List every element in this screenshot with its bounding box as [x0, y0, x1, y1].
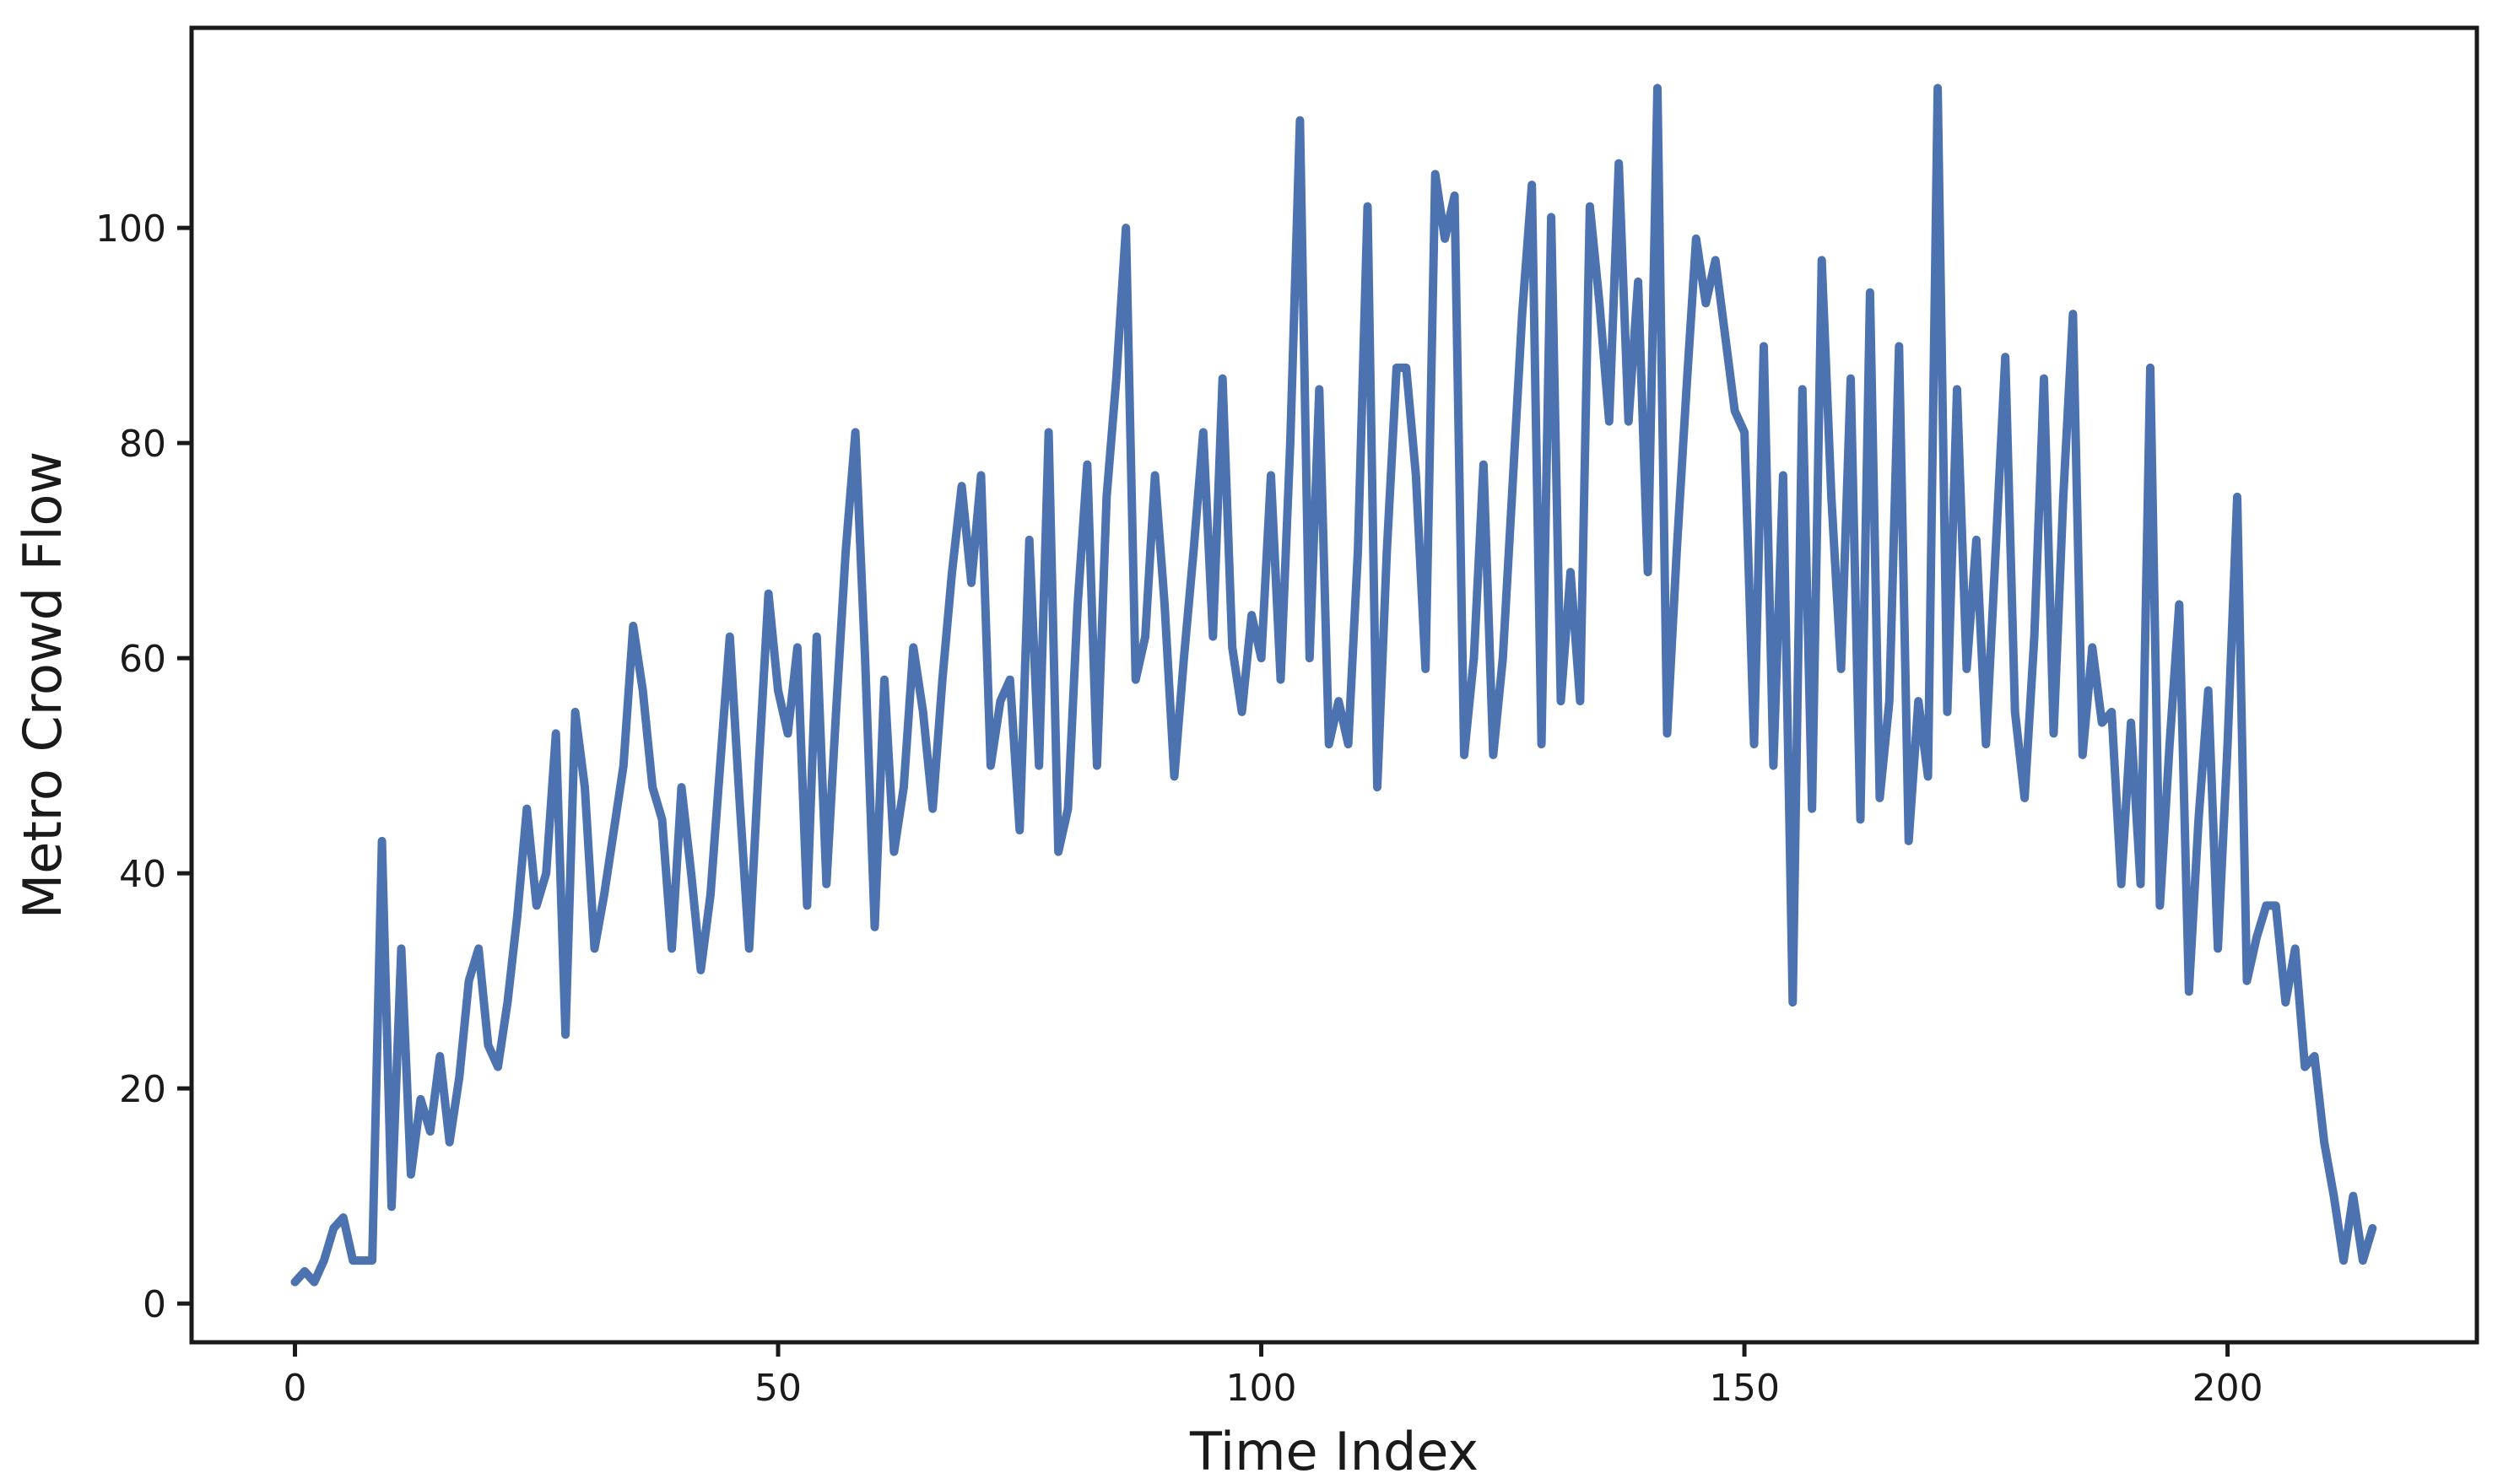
- x-axis-label: Time Index: [1189, 1421, 1479, 1482]
- y-tick-label: 60: [119, 638, 166, 681]
- y-tick-label: 80: [119, 423, 166, 466]
- x-tick-label: 50: [754, 1367, 802, 1410]
- x-axis-ticks: 0 50 100 150 200: [284, 1342, 2263, 1410]
- data-line: [290, 84, 2377, 1287]
- x-tick-label: 100: [1226, 1367, 1297, 1410]
- y-tick-label: 0: [143, 1283, 166, 1326]
- y-tick-label: 20: [119, 1068, 166, 1111]
- plot-border: [189, 25, 2479, 1345]
- y-axis-label: Metro Crowd Flow: [12, 451, 73, 919]
- x-tick-label: 200: [2192, 1367, 2263, 1410]
- plot-area: [192, 28, 2477, 1342]
- x-tick-label: 150: [1709, 1367, 1780, 1410]
- y-axis-ticks: 0 20 40 60 80 100: [95, 208, 192, 1326]
- y-tick-label: 100: [95, 208, 166, 251]
- x-tick-label: 0: [284, 1367, 307, 1410]
- y-tick-label: 40: [119, 853, 166, 896]
